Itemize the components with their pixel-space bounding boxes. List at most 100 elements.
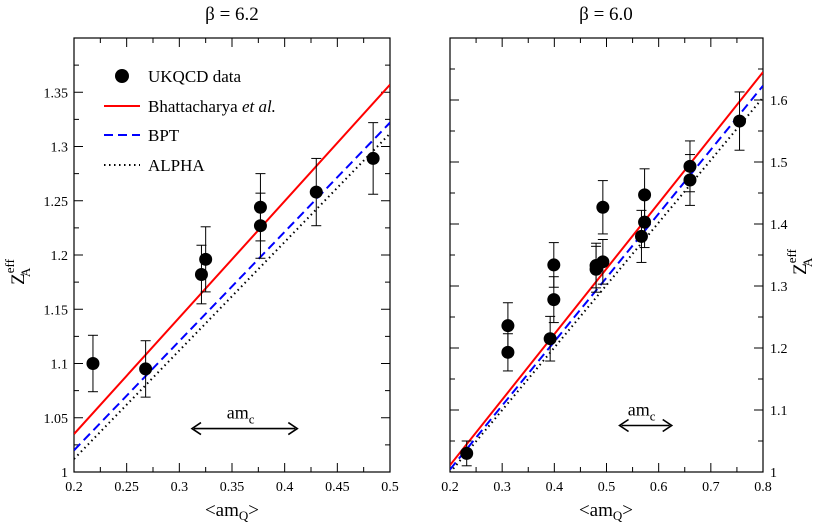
x-tick-label: 0.8 <box>754 480 772 495</box>
left-panel-y-axis-label: ZeffA <box>2 258 33 284</box>
y-tick-label: 1.1 <box>51 358 69 373</box>
data-marker <box>596 255 610 269</box>
x-tick-label: 0.5 <box>598 480 616 495</box>
right-y-label-sub: A <box>800 257 815 267</box>
data-point <box>683 154 697 206</box>
y-tick-label: 1.3 <box>770 280 788 295</box>
left-y-label-main: Z <box>8 273 29 285</box>
data-marker <box>638 215 652 229</box>
left-x-label-main: <am <box>205 500 239 521</box>
data-marker <box>194 268 208 282</box>
data-marker <box>543 332 557 346</box>
right-y-label-sup: eff <box>784 248 799 263</box>
data-marker <box>86 357 100 370</box>
data-marker <box>501 319 515 333</box>
legend-label-bhattacharya: Bhattacharya et al. <box>148 97 276 116</box>
data-marker <box>460 446 474 460</box>
legend-item-bpt: BPT <box>104 126 180 145</box>
data-point <box>199 226 213 293</box>
data-point <box>139 340 153 398</box>
amc-label-sub: c <box>650 409 656 424</box>
x-tick-label: 0.5 <box>381 480 399 495</box>
amc-label-main: am <box>628 400 650 420</box>
right-panel-x-axis-label: <amQ> <box>579 500 633 522</box>
legend-marker-circle <box>115 69 129 83</box>
data-point <box>501 333 515 372</box>
data-marker <box>366 151 380 165</box>
y-tick-label: 1.35 <box>44 86 69 101</box>
left-panel-x-axis-label: <amQ> <box>205 500 259 522</box>
left-panel-fit-lines <box>74 83 390 460</box>
y-tick-label: 1.5 <box>770 156 788 171</box>
x-tick-label: 0.2 <box>65 480 83 495</box>
data-marker <box>547 258 561 272</box>
y-tick-label: 1 <box>770 466 777 481</box>
amc-arrow-head-left <box>618 418 629 433</box>
bhattacharya-line <box>74 83 390 435</box>
bhattacharya-line <box>450 71 763 466</box>
data-marker <box>683 173 697 187</box>
x-tick-label: 0.7 <box>702 480 720 495</box>
x-tick-label: 0.45 <box>325 480 350 495</box>
right-panel-title: β = 6.0 <box>579 4 633 25</box>
legend-item-bhattacharya: Bhattacharya et al. <box>104 97 276 116</box>
right-x-label-main: <am <box>579 500 613 521</box>
legend-item-alpha: ALPHA <box>104 156 205 175</box>
amc-label-main: am <box>227 403 249 423</box>
y-tick-label: 1.3 <box>51 141 69 156</box>
left-panel-amc-annotation: amc <box>190 403 299 436</box>
x-tick-label: 0.3 <box>493 480 511 495</box>
data-point <box>309 157 323 227</box>
x-tick-label: 0.3 <box>171 480 189 495</box>
data-point <box>86 334 100 393</box>
right-panel-data-points <box>460 91 747 467</box>
data-point <box>460 440 474 467</box>
x-tick-label: 0.4 <box>546 480 564 495</box>
left-panel-axes: 0.2 0.25 0.3 0.35 0.4 0.45 0.5 1 1.05 1.1 1.15 1.2 1… <box>44 37 399 495</box>
data-point <box>596 180 610 235</box>
legend-label-alpha: ALPHA <box>148 156 205 175</box>
right-panel-y-axis-label: ZeffA <box>784 248 815 274</box>
data-marker <box>733 114 747 128</box>
y-tick-label: 1.25 <box>44 195 69 210</box>
data-marker <box>547 293 561 307</box>
y-tick-label: 1 <box>61 466 68 481</box>
alpha-dotted-line <box>74 132 390 460</box>
y-tick-label: 1.15 <box>44 303 69 318</box>
legend-label-bhattacharya-main: Bhattacharya <box>148 97 242 116</box>
bpt-dashed-line <box>74 121 390 451</box>
data-marker <box>199 252 213 266</box>
left-x-label-sub: Q <box>239 508 249 522</box>
data-point <box>366 122 380 195</box>
data-marker <box>139 362 153 376</box>
x-tick-label: 0.35 <box>220 480 245 495</box>
svg-text:ZeffA: ZeffA <box>2 258 33 284</box>
left-y-label-sup: eff <box>2 258 17 273</box>
left-panel-title: β = 6.2 <box>205 4 259 25</box>
left-x-label-close: > <box>248 500 259 521</box>
x-tick-label: 0.4 <box>276 480 294 495</box>
right-panel-amc-annotation: amc <box>618 400 674 433</box>
y-tick-label: 1.1 <box>770 404 788 419</box>
right-y-label-main: Z <box>790 263 811 275</box>
legend-label-bhattacharya-etal: et al. <box>242 97 276 116</box>
data-marker <box>501 345 515 359</box>
y-tick-label: 1.2 <box>51 249 69 264</box>
y-tick-label: 1.05 <box>44 412 69 427</box>
x-tick-label: 0.2 <box>441 480 459 495</box>
legend-item-ukqcd: UKQCD data <box>115 67 241 86</box>
data-point <box>596 239 610 285</box>
amc-label-sub: c <box>249 412 255 427</box>
data-marker <box>596 200 610 214</box>
amc-arrow-head-right <box>662 418 674 433</box>
amc-arrow-head-right <box>287 421 299 436</box>
y-tick-label: 1.2 <box>770 342 788 357</box>
data-point <box>547 276 561 324</box>
right-panel-axes: 0.2 0.3 0.4 0.5 0.6 0.7 0.81 1.1 1.2 1.3 1.4 1.5 1.6 <box>441 37 788 495</box>
left-panel-data-points <box>86 122 380 398</box>
legend: UKQCD data Bhattacharya et al. BPT ALPHA <box>104 67 276 175</box>
data-marker <box>638 188 652 202</box>
right-panel: β = 6.0 0.2 0.3 0.4 0.5 0.6 0.7 0.81 1.1 1.2 1.3 1… <box>441 4 815 522</box>
amc-label: amc <box>628 400 656 424</box>
